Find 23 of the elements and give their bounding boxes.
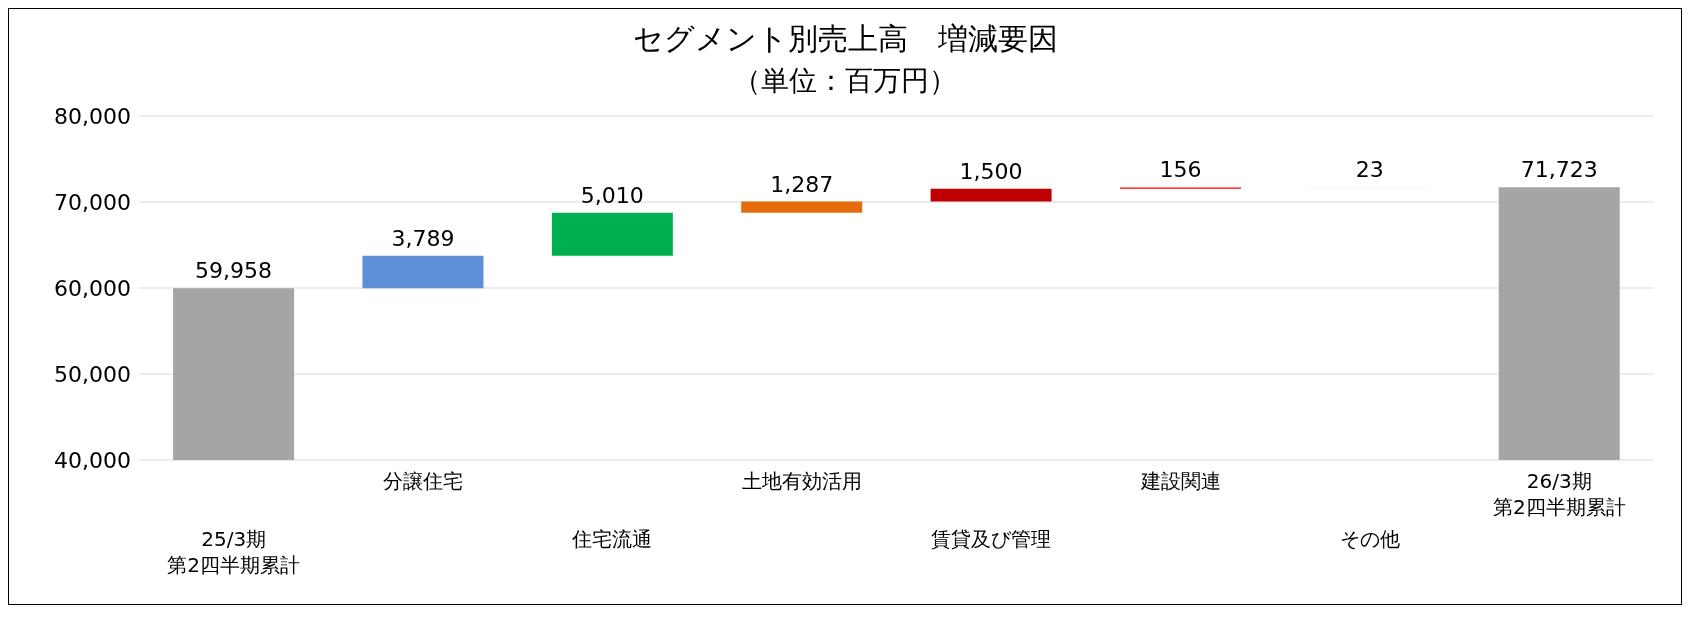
x-tick-label: 賃貸及び管理 [931,527,1052,551]
x-tick-label: 26/3期第2四半期累計 [1492,469,1626,519]
y-tick-label: 80,000 [54,103,131,129]
data-label: 71,723 [1520,157,1598,183]
y-tick-label: 50,000 [54,361,131,387]
y-tick-label: 60,000 [54,275,131,301]
data-label: 156 [1159,157,1202,183]
data-label: 23 [1355,157,1384,183]
data-label: 5,010 [580,182,644,208]
data-label: 1,287 [770,171,834,197]
x-tick-label: 住宅流通 [571,527,653,551]
chart-subtitle: （単位：百万円） [732,63,958,99]
x-tick-label: 土地有効活用 [741,469,862,493]
x-tick-label: 分譲住宅 [383,469,464,493]
y-tick-label: 70,000 [54,189,131,215]
chart-title: セグメント別売上高 増減要因 [631,20,1059,58]
x-tick-label: その他 [1339,527,1400,551]
y-tick-label: 40,000 [54,447,131,473]
data-label: 59,958 [195,258,273,284]
x-tick-label: 建設関連 [1139,469,1221,493]
data-label: 3,789 [391,225,455,251]
data-label: 1,500 [959,158,1023,184]
x-tick-label: 25/3期第2四半期累計 [167,527,301,577]
